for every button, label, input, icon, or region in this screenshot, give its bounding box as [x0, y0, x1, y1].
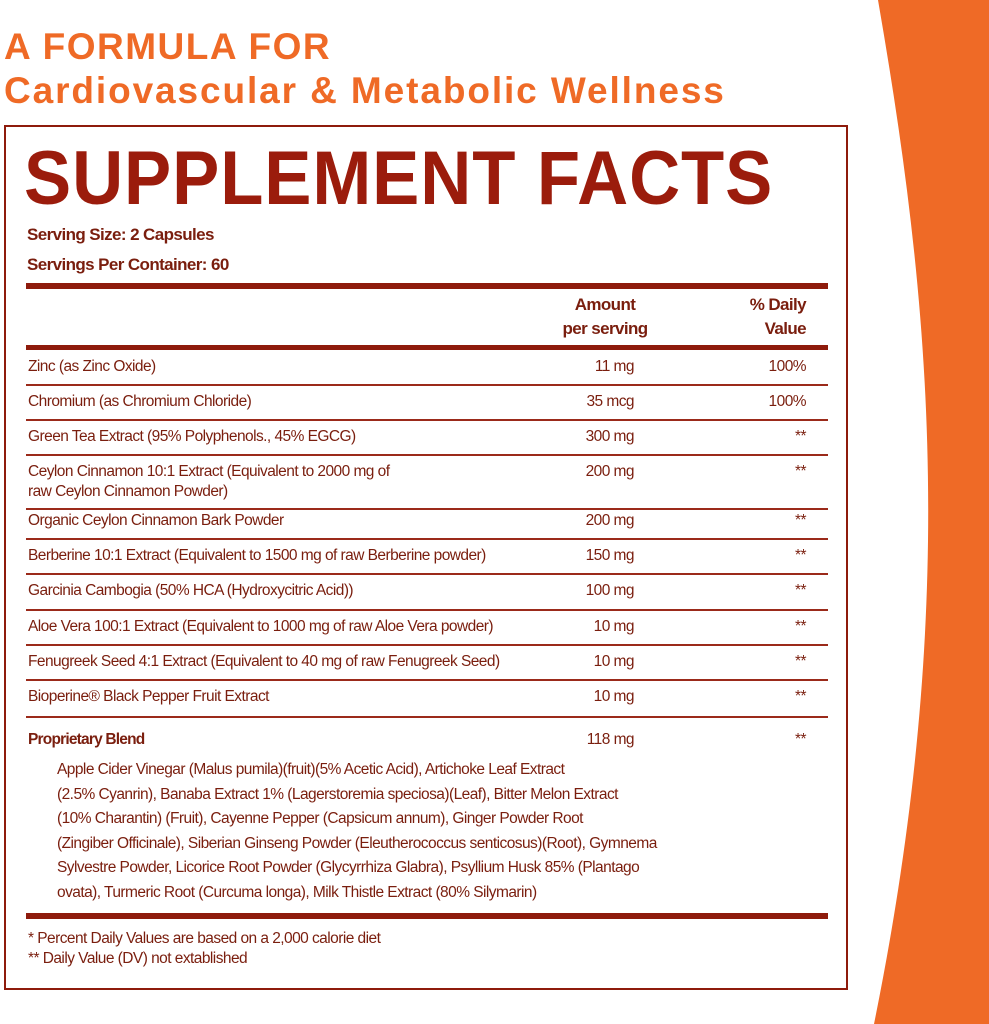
row-divider — [26, 508, 828, 510]
blend-line: (10% Charantin) (Fruit), Cayenne Pepper … — [57, 810, 583, 827]
blend-line: (Zingiber Officinale), Siberian Ginseng … — [57, 834, 657, 852]
servings-per-container: Servings Per Container: 60 — [27, 255, 229, 274]
nutrient-daily-value: ** — [795, 463, 807, 480]
serving-size: Serving Size: 2 Capsules — [27, 225, 214, 244]
nutrient-daily-value: ** — [795, 582, 807, 599]
blend-name: Proprietary Blend — [28, 731, 145, 748]
row-divider — [26, 644, 828, 646]
column-header-dv-line1: % Daily — [749, 295, 807, 314]
nutrient-amount: 100 mg — [585, 582, 635, 599]
nutrient-amount: 200 mg — [585, 512, 635, 529]
row-divider — [26, 538, 828, 540]
column-header-amount: Amount per serving — [545, 293, 665, 341]
nutrient-daily-value: ** — [795, 547, 807, 564]
blend-line: (2.5% Cyanrin), Banaba Extract 1% (Lager… — [57, 785, 618, 803]
supplement-facts-panel — [4, 125, 848, 990]
nutrient-amount: 300 mg — [585, 428, 635, 445]
heading-line-2: Cardiovascular & Metabolic Wellness — [4, 70, 726, 111]
nutrient-amount: 10 mg — [593, 653, 635, 670]
nutrient-name: Bioperine® Black Pepper Fruit Extract — [28, 688, 269, 705]
row-divider — [26, 384, 828, 386]
blend-line: ovata), Turmeric Root (Curcuma longa), M… — [57, 883, 537, 901]
nutrient-daily-value: ** — [795, 618, 807, 635]
nutrient-name: Fenugreek Seed 4:1 Extract (Equivalent t… — [28, 653, 500, 670]
nutrient-amount: 10 mg — [593, 688, 635, 705]
nutrient-daily-value: ** — [795, 653, 807, 670]
column-header-daily-value: % Daily Value — [706, 293, 826, 341]
nutrient-amount: 200 mg — [585, 463, 635, 480]
nutrient-daily-value: 100% — [768, 358, 807, 375]
divider-thick — [26, 345, 828, 350]
nutrient-name: Ceylon Cinnamon 10:1 Extract (Equivalent… — [28, 463, 390, 480]
footnote-percent-dv: * Percent Daily Values are based on a 2,… — [28, 930, 381, 947]
blend-amount: 118 mg — [586, 731, 635, 748]
row-divider — [26, 716, 828, 718]
nutrient-amount: 35 mcg — [586, 393, 634, 410]
nutrient-amount: 10 mg — [593, 618, 635, 635]
row-divider — [26, 419, 828, 421]
divider-thick — [26, 283, 828, 289]
column-header-amount-line2: per serving — [562, 319, 648, 338]
nutrient-name: Organic Ceylon Cinnamon Bark Powder — [28, 512, 284, 529]
nutrient-daily-value: ** — [795, 512, 807, 529]
row-divider — [26, 679, 828, 681]
nutrient-amount: 11 mg — [594, 358, 635, 375]
nutrient-daily-value: ** — [795, 688, 807, 705]
nutrient-name: Zinc (as Zinc Oxide) — [28, 358, 156, 375]
nutrient-name: Garcinia Cambogia (50% HCA (Hydroxycitri… — [28, 582, 354, 599]
blend-line: Sylvestre Powder, Licorice Root Powder (… — [57, 859, 640, 876]
column-header-amount-line1: Amount — [574, 295, 636, 314]
nutrient-daily-value: ** — [795, 428, 807, 445]
nutrient-daily-value: 100% — [768, 393, 807, 410]
column-header-dv-line2: Value — [764, 319, 807, 338]
footnote-dv-not-established: ** Daily Value (DV) not extablished — [28, 950, 248, 967]
row-divider — [26, 609, 828, 611]
nutrient-amount: 150 mg — [585, 547, 635, 564]
nutrient-name: Berberine 10:1 Extract (Equivalent to 15… — [28, 547, 486, 564]
row-divider — [26, 454, 828, 456]
divider-thick — [26, 913, 828, 919]
blend-daily-value: ** — [795, 731, 807, 748]
nutrient-name-line2: raw Ceylon Cinnamon Powder) — [28, 483, 228, 500]
nutrient-name: Aloe Vera 100:1 Extract (Equivalent to 1… — [28, 618, 494, 635]
heading-line-1: A FORMULA FOR — [4, 26, 332, 67]
row-divider — [26, 573, 828, 575]
blend-ingredients: Apple Cider Vinegar (Malus pumila)(fruit… — [57, 758, 737, 905]
nutrient-name: Chromium (as Chromium Chloride) — [28, 393, 252, 410]
panel-title: SUPPLEMENT FACTS — [24, 136, 774, 221]
nutrient-name: Green Tea Extract (95% Polyphenols., 45%… — [28, 428, 356, 445]
blend-line: Apple Cider Vinegar (Malus pumila)(fruit… — [57, 761, 565, 778]
